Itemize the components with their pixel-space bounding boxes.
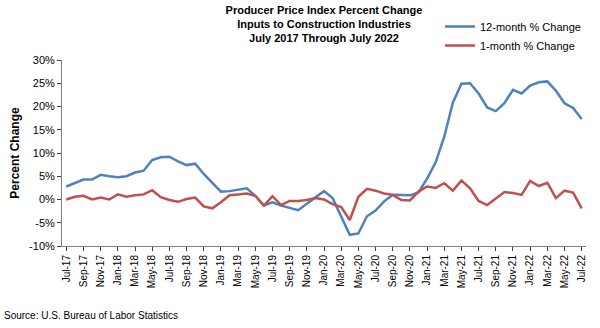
svg-text:Nov-17: Nov-17 bbox=[95, 255, 106, 288]
svg-text:Sep-21: Sep-21 bbox=[490, 255, 501, 288]
svg-text:Mar-20: Mar-20 bbox=[335, 255, 346, 287]
svg-text:May-21: May-21 bbox=[456, 255, 467, 289]
svg-text:Jan-22: Jan-22 bbox=[524, 255, 535, 286]
svg-text:May-18: May-18 bbox=[146, 255, 157, 289]
svg-text:Nov-19: Nov-19 bbox=[301, 255, 312, 288]
svg-text:25%: 25% bbox=[33, 77, 55, 89]
svg-text:Jul-21: Jul-21 bbox=[473, 255, 484, 283]
svg-text:Jul-20: Jul-20 bbox=[370, 255, 381, 283]
svg-text:Sep-19: Sep-19 bbox=[284, 255, 295, 288]
svg-text:Jan-18: Jan-18 bbox=[112, 255, 123, 286]
svg-text:Nov-18: Nov-18 bbox=[198, 255, 209, 288]
svg-text:0%: 0% bbox=[39, 193, 55, 205]
svg-text:Jan-21: Jan-21 bbox=[421, 255, 432, 286]
svg-text:Source: U.S. Bureau of Labor S: Source: U.S. Bureau of Labor Statistics bbox=[4, 310, 178, 321]
svg-text:15%: 15% bbox=[33, 124, 55, 136]
svg-text:Mar-18: Mar-18 bbox=[129, 255, 140, 287]
svg-text:Jan-20: Jan-20 bbox=[318, 255, 329, 286]
svg-text:Jan-19: Jan-19 bbox=[215, 255, 226, 286]
svg-text:May-22: May-22 bbox=[559, 255, 570, 289]
svg-text:Jul-17: Jul-17 bbox=[61, 255, 72, 283]
svg-text:Sep-17: Sep-17 bbox=[78, 255, 89, 288]
svg-text:10%: 10% bbox=[33, 147, 55, 159]
svg-text:Sep-20: Sep-20 bbox=[387, 255, 398, 288]
svg-text:12-month % Change: 12-month % Change bbox=[480, 21, 581, 33]
svg-text:Mar-22: Mar-22 bbox=[542, 255, 553, 287]
svg-text:Mar-21: Mar-21 bbox=[439, 255, 450, 287]
svg-text:Jul-22: Jul-22 bbox=[576, 255, 587, 283]
svg-text:May-19: May-19 bbox=[250, 255, 261, 289]
svg-text:Sep-18: Sep-18 bbox=[181, 255, 192, 288]
svg-text:Nov-21: Nov-21 bbox=[507, 255, 518, 288]
svg-text:30%: 30% bbox=[33, 54, 55, 66]
svg-text:-5%: -5% bbox=[35, 217, 55, 229]
svg-text:5%: 5% bbox=[39, 170, 55, 182]
svg-text:May-20: May-20 bbox=[353, 255, 364, 289]
svg-text:-10%: -10% bbox=[29, 240, 55, 252]
svg-text:Percent Change: Percent Change bbox=[8, 107, 22, 199]
svg-text:Jul-19: Jul-19 bbox=[267, 255, 278, 283]
svg-text:1-month % Change: 1-month % Change bbox=[480, 40, 575, 52]
svg-text:Nov-20: Nov-20 bbox=[404, 255, 415, 288]
svg-text:Producer Price Index Percent C: Producer Price Index Percent ChangeInput… bbox=[226, 4, 423, 45]
svg-text:20%: 20% bbox=[33, 100, 55, 112]
svg-text:Mar-19: Mar-19 bbox=[232, 255, 243, 287]
svg-text:Jul-18: Jul-18 bbox=[164, 255, 175, 283]
